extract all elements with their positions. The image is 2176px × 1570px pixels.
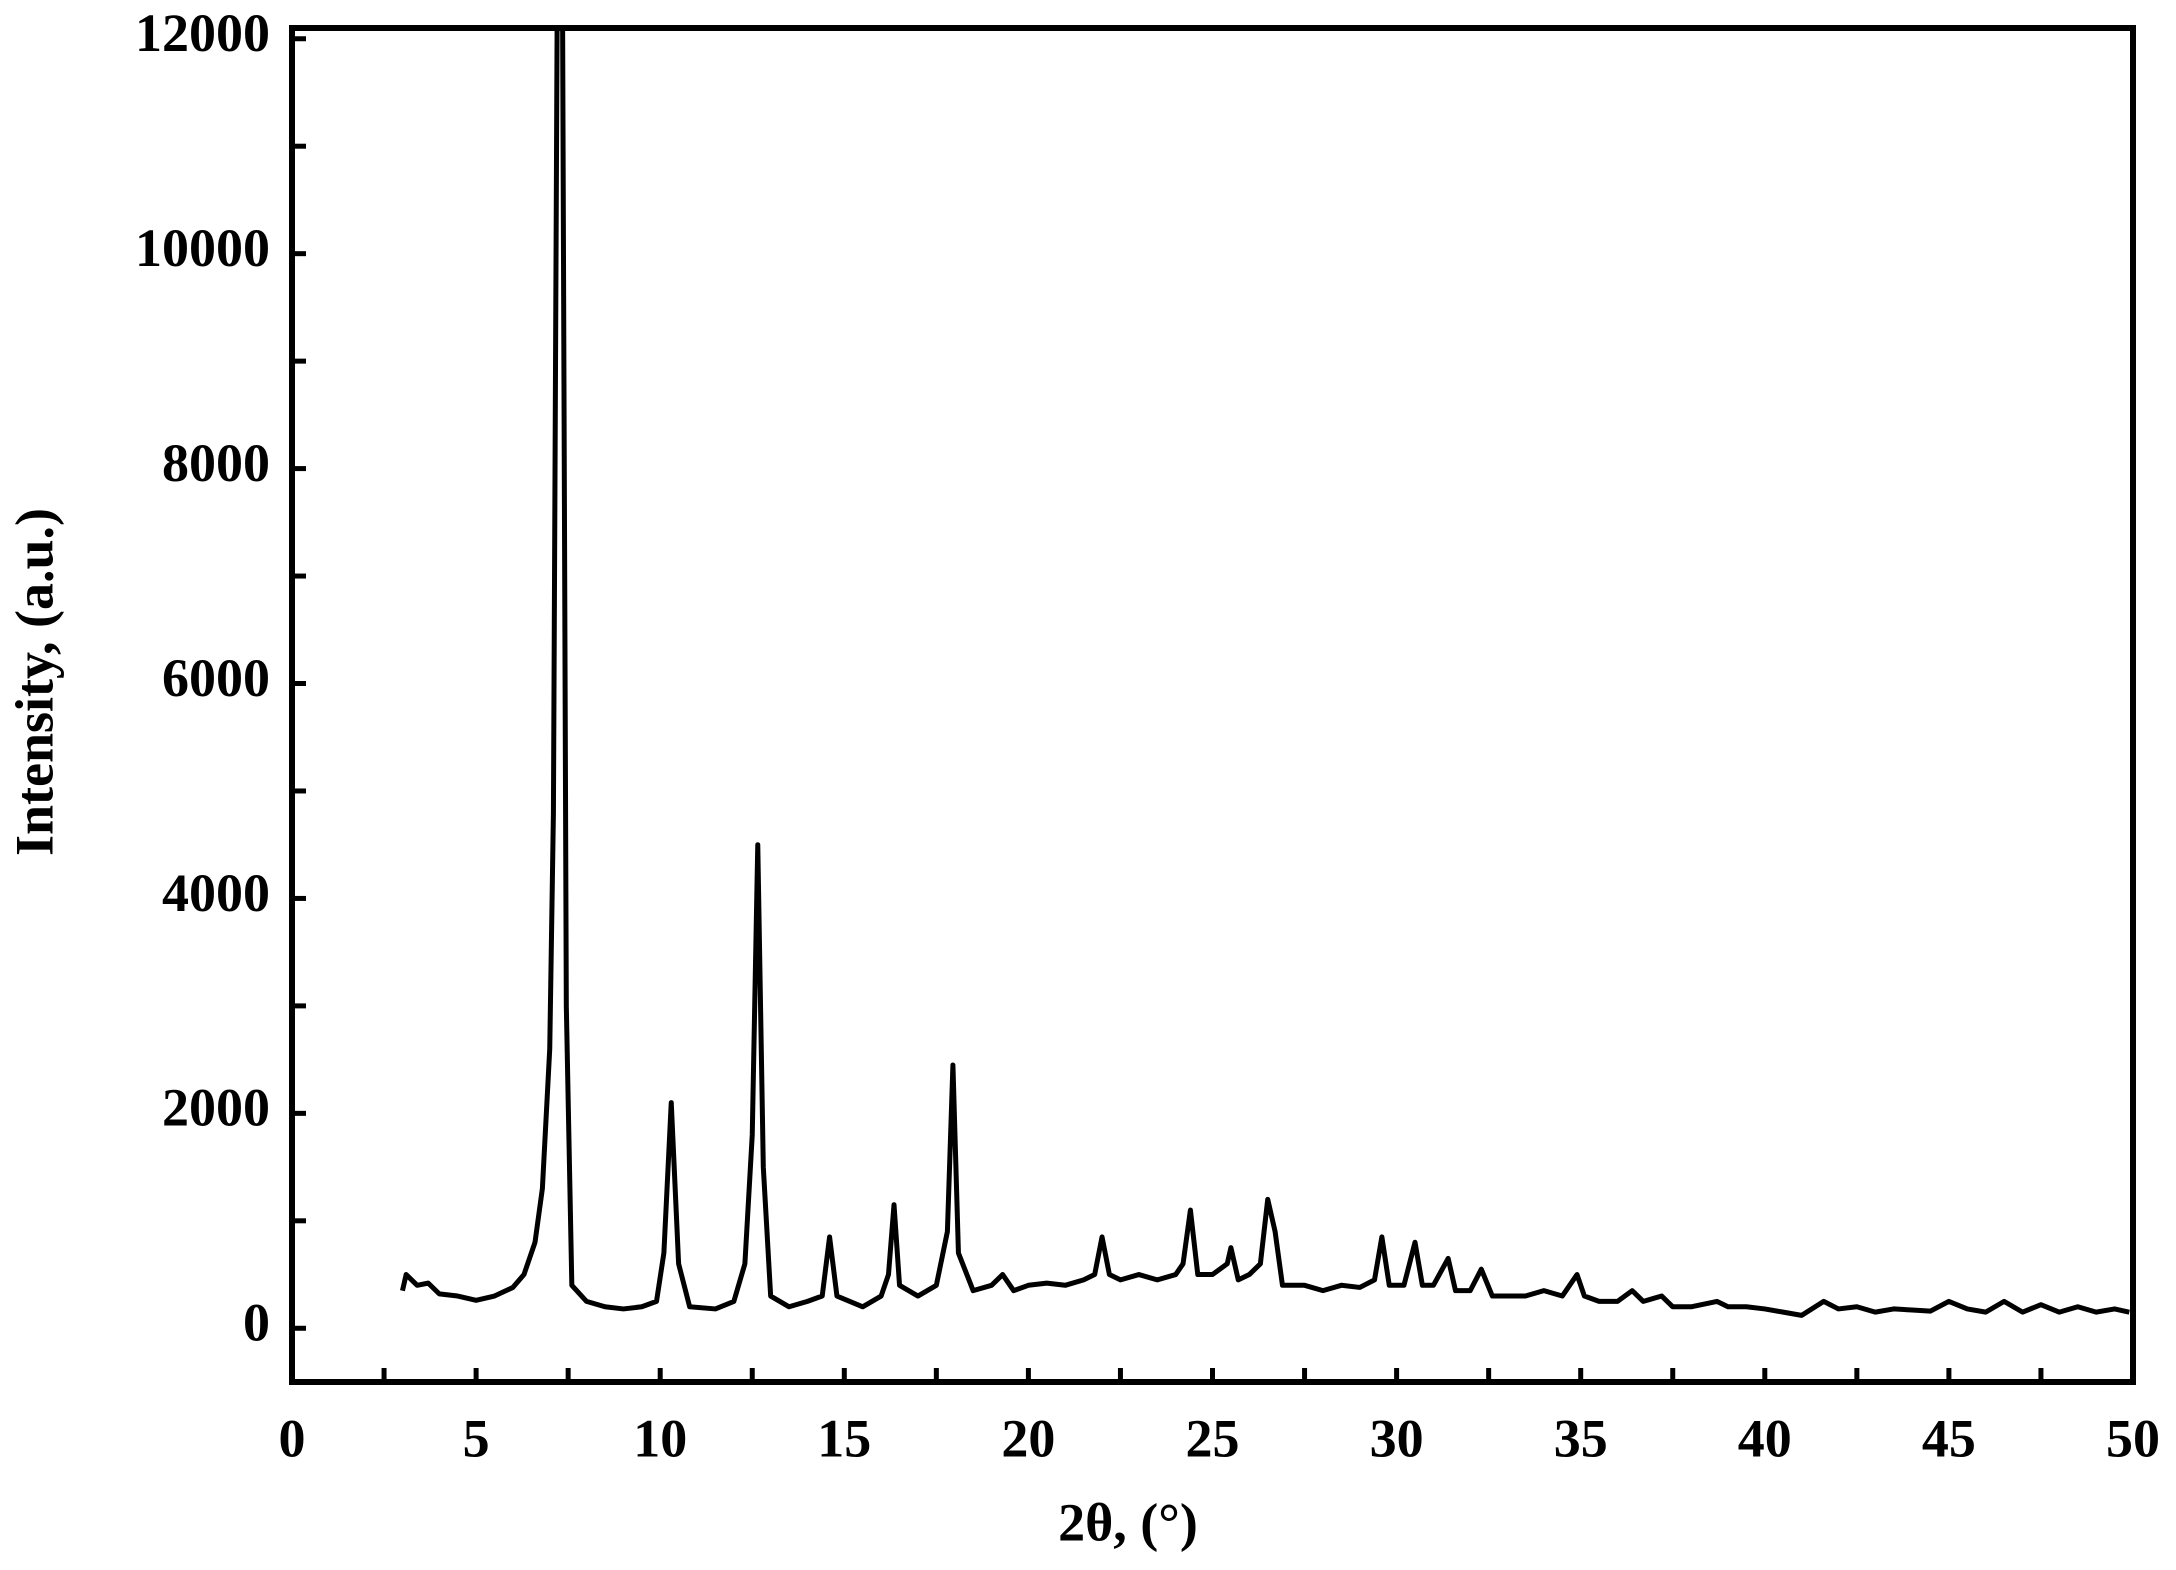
x-tick-label: 45 (1922, 1408, 1976, 1468)
x-tick-label: 0 (279, 1408, 306, 1468)
y-tick-label: 8000 (162, 433, 270, 493)
x-axis-label: 2θ, (°) (1058, 1492, 1198, 1552)
x-tick-label: 25 (1186, 1408, 1240, 1468)
y-tick-label: 4000 (162, 863, 270, 923)
y-tick-label: 0 (243, 1293, 270, 1353)
y-tick-label: 2000 (162, 1078, 270, 1138)
x-tick-label: 30 (1370, 1408, 1424, 1468)
data-line (400, 28, 2130, 1318)
plot-frame (289, 25, 2136, 1385)
x-tick-label: 20 (1001, 1408, 1055, 1468)
y-axis-label: Intensity, (a.u.) (4, 508, 64, 856)
x-tick-label: 50 (2106, 1408, 2160, 1468)
y-tick-label: 12000 (135, 3, 270, 63)
y-tick-label: 6000 (162, 648, 270, 708)
x-tick-label: 35 (1554, 1408, 1608, 1468)
y-tick-label: 10000 (135, 218, 270, 278)
x-tick-label: 5 (463, 1408, 490, 1468)
x-tick-label: 15 (817, 1408, 871, 1468)
x-tick-label: 10 (633, 1408, 687, 1468)
x-tick-label: 40 (1738, 1408, 1792, 1468)
